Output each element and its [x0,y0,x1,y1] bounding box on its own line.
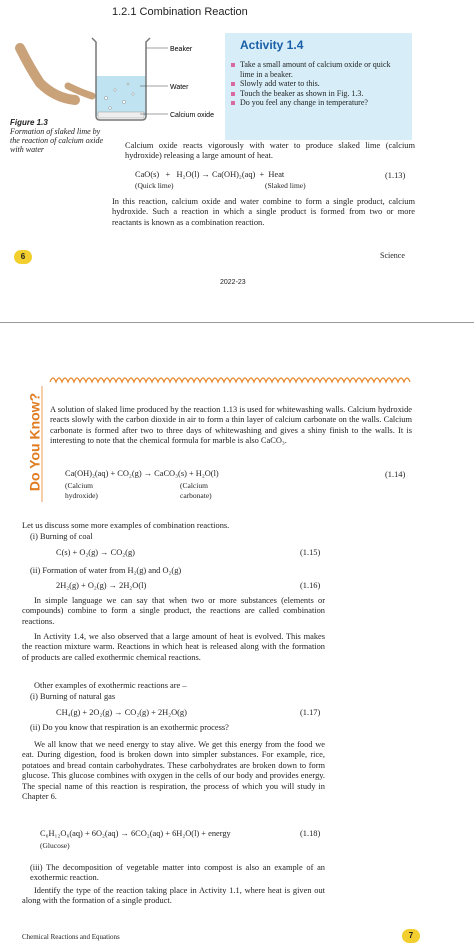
equation-label: (Calcium carbonate) [180,481,212,501]
equation-number: (1.16) [300,581,321,590]
beaker-figure: Beaker Water Calcium oxide [15,37,214,121]
paragraph: Identify the type of the reaction taking… [22,886,325,906]
list-item: (i) Burning of coal [30,532,93,541]
do-you-know-title: Do You Know? [27,393,43,491]
bubbles [104,82,135,110]
equation-number: (1.14) [385,470,406,479]
activity-item: Touch the beaker as shown in Fig. 1.3. [230,89,405,99]
activity-list: Take a small amount of calcium oxide or … [230,60,405,108]
equation-label: (Quick lime) [135,181,174,190]
year: 2022-23 [220,279,246,286]
beaker [91,37,151,121]
equation: C₆H₁₂O₆(aq) + 6O₂(aq) → 6CO₂(aq) + 6H₂O(… [40,829,231,838]
paragraph: In Activity 1.4, we also observed that a… [22,632,325,662]
paragraph: A solution of slaked lime produced by th… [50,405,412,446]
equation-label: (Calcium hydroxide) [65,481,98,501]
footer-title: Chemical Reactions and Equations [22,933,120,941]
zigzag-border [49,377,411,384]
equation: Ca(OH)₂(aq) + CO₂(g) → CaCO₃(s) + H₂O(l) [65,469,219,478]
paragraph: In simple language we can say that when … [22,596,325,626]
list-item: (ii) Formation of water from H₂(g) and O… [30,566,182,575]
finger [64,82,96,100]
page-separator [0,322,474,323]
figure-caption: Formation of slaked lime by the reaction… [10,127,104,154]
list-item: (ii) Do you know that respiration is an … [30,723,229,732]
activity-title: Activity 1.4 [240,38,304,52]
figure-label: Beaker [170,46,193,53]
paragraph: In this reaction, calcium oxide and wate… [112,197,415,227]
calcium-oxide [97,111,145,119]
equation: CH₄(g) + 2O₂(g) → CO₂(g) + 2H₂O(g) [56,708,187,717]
activity-box [225,33,412,140]
equation-label: (Glucose) [40,841,70,850]
equation-label: (Slaked lime) [265,181,306,190]
activity-item: Take a small amount of calcium oxide or … [230,60,405,79]
equation-number: (1.17) [300,708,321,717]
paragraph: Calcium oxide reacts vigorously with wat… [125,141,415,161]
equation-number: (1.13) [385,171,406,180]
paragraph: We all know that we need energy to stay … [22,740,325,802]
equation: CaO(s) + H₂O(l) → Ca(OH)₂(aq) + Heat [135,170,285,179]
figure-label: Water [170,84,189,91]
equation: C(s) + O₂(g) → CO₂(g) [56,548,135,557]
footer-subject: Science [380,251,405,260]
page-number: 7 [402,929,420,943]
figure-label: Calcium oxide [170,112,214,119]
equation: 2H₂(g) + O₂(g) → 2H₂O(l) [56,581,147,590]
section-title: 1.2.1 Combination Reaction [112,6,248,18]
list-item: (i) Burning of natural gas [30,692,116,701]
activity-item: Slowly add water to this. [230,79,405,89]
page-number: 6 [14,250,32,264]
paragraph: Let us discuss some more examples of com… [22,521,230,530]
list-item: (iii) The decomposition of vegetable mat… [30,863,325,883]
equation-number: (1.15) [300,548,321,557]
equation-number: (1.18) [300,829,321,838]
hand [15,43,80,105]
water [96,76,146,116]
paragraph: Other examples of exothermic reactions a… [34,681,187,690]
do-you-know-frame: Do You Know? [27,377,411,502]
figure-caption-title: Figure 1.3 [10,118,48,127]
activity-item: Do you feel any change in temperature? [230,98,405,108]
